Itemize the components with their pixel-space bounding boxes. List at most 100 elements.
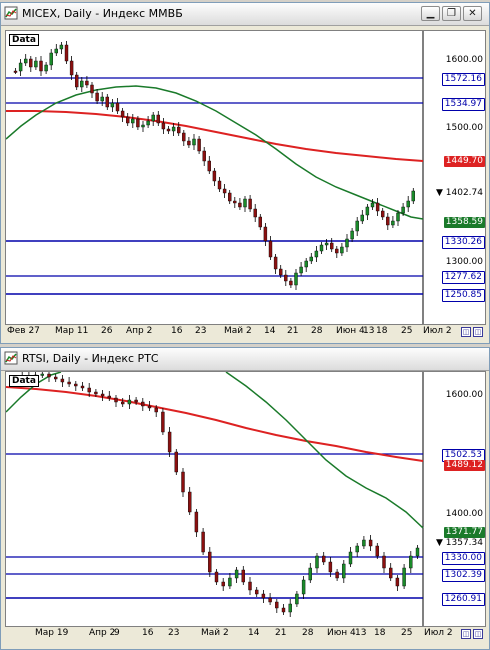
candle-body bbox=[342, 563, 346, 579]
candle-body bbox=[355, 220, 359, 232]
restore-button[interactable]: ❐ bbox=[442, 6, 461, 21]
candle-body bbox=[241, 569, 246, 583]
candle-body bbox=[18, 62, 23, 72]
x-tick: 26 bbox=[101, 326, 113, 336]
x-tick: 28 bbox=[302, 628, 314, 638]
minimize-button[interactable]: ▁ bbox=[421, 6, 440, 21]
candle-body bbox=[273, 256, 278, 270]
candle-body bbox=[74, 383, 78, 387]
candle-body bbox=[201, 531, 205, 553]
candle-body bbox=[299, 266, 303, 274]
candle-body bbox=[174, 451, 179, 473]
candle-body bbox=[233, 200, 237, 204]
candle-body bbox=[80, 80, 84, 88]
rtsi-titlebar[interactable]: RTSI, Daily - Индекс РТС bbox=[1, 348, 489, 371]
candle-body bbox=[192, 138, 196, 146]
candle-body bbox=[415, 547, 420, 557]
candle-body bbox=[95, 92, 99, 102]
candle-body bbox=[409, 555, 413, 569]
micex-candlesticks bbox=[13, 41, 415, 290]
x-tick: Июн 4 bbox=[336, 326, 365, 336]
candle-body bbox=[171, 126, 176, 132]
candle-body bbox=[324, 242, 329, 246]
candle-body bbox=[110, 102, 115, 108]
candle-body bbox=[39, 60, 43, 72]
candle-body bbox=[207, 160, 212, 172]
price-tick: 1500.00 bbox=[445, 123, 483, 133]
candle-body bbox=[54, 48, 58, 54]
x-tick: 18 bbox=[374, 628, 386, 638]
candle-body bbox=[64, 44, 69, 62]
price-badge-1358: 1358.59 bbox=[443, 217, 485, 228]
candle-body bbox=[396, 212, 400, 222]
candle-body bbox=[304, 260, 308, 268]
micex-titlebar[interactable]: MICEX, Daily - Индекс ММВБ ▁ ❐ ✕ bbox=[1, 3, 489, 26]
price-badge-1449: 1449.70 bbox=[443, 156, 485, 167]
candle-body bbox=[154, 407, 158, 413]
candle-body bbox=[365, 206, 370, 216]
x-tick: 25 bbox=[401, 628, 413, 638]
close-button[interactable]: ✕ bbox=[463, 6, 482, 21]
price-badge-1260: 1260.91 bbox=[441, 593, 485, 606]
candle-body bbox=[100, 96, 104, 102]
x-tick: 23 bbox=[168, 628, 180, 638]
scroll-left-button[interactable]: ◫ bbox=[461, 629, 471, 639]
candle-body bbox=[146, 120, 150, 126]
candle-body bbox=[49, 52, 53, 66]
current-price-badge: ▼ 1402.74 bbox=[433, 188, 485, 199]
candle-body bbox=[288, 603, 292, 613]
candle-body bbox=[350, 230, 354, 240]
data-label: Data bbox=[9, 34, 39, 46]
candle-body bbox=[389, 567, 393, 579]
candle-body bbox=[253, 208, 257, 218]
candle-body bbox=[47, 373, 51, 378]
price-badge-1250: 1250.85 bbox=[441, 289, 485, 302]
candle-body bbox=[279, 268, 283, 276]
candle-body bbox=[214, 571, 219, 583]
rtsi-price-chart bbox=[6, 372, 424, 626]
candle-body bbox=[107, 395, 112, 399]
candle-body bbox=[134, 399, 138, 403]
candle-body bbox=[234, 569, 239, 579]
micex-plot-area[interactable]: Data 1600.00 1500.00 1300.00 1572.16 153… bbox=[5, 30, 486, 325]
candle-body bbox=[248, 198, 252, 210]
candle-body bbox=[194, 511, 199, 533]
candle-body bbox=[275, 601, 279, 609]
rtsi-candlesticks bbox=[13, 372, 420, 617]
x-tick: Май 2 bbox=[224, 326, 252, 336]
candle-body bbox=[217, 180, 222, 190]
candle-body bbox=[258, 216, 263, 228]
x-tick: 13 bbox=[363, 326, 375, 336]
candle-body bbox=[227, 192, 232, 202]
micex-chart-window: MICEX, Daily - Индекс ММВБ ▁ ❐ ✕ Data 16… bbox=[0, 2, 490, 344]
scroll-left-button[interactable]: ◫ bbox=[461, 327, 471, 337]
candle-body bbox=[348, 551, 353, 565]
rtsi-window-title: RTSI, Daily - Индекс РТС bbox=[22, 352, 159, 365]
candle-body bbox=[182, 132, 186, 142]
red-moving-average bbox=[6, 110, 424, 162]
candle-body bbox=[67, 381, 71, 385]
price-badge-1489: 1489.12 bbox=[443, 460, 485, 471]
candle-body bbox=[254, 589, 259, 595]
candle-body bbox=[319, 244, 324, 252]
candle-body bbox=[167, 431, 172, 453]
candle-body bbox=[125, 116, 130, 124]
x-tick: 14 bbox=[264, 326, 276, 336]
candle-body bbox=[34, 60, 38, 68]
scroll-right-button[interactable]: ◫ bbox=[473, 629, 483, 639]
x-tick: 16 bbox=[142, 628, 154, 638]
price-badge-1277: 1277.62 bbox=[441, 271, 485, 284]
rtsi-plot-area[interactable]: Data 1600.00 1400.00 1502.53 1489.12 137… bbox=[5, 371, 486, 627]
candle-body bbox=[40, 373, 44, 376]
candle-body bbox=[59, 44, 64, 50]
scroll-right-button[interactable]: ◫ bbox=[473, 327, 483, 337]
candle-body bbox=[330, 242, 334, 250]
candle-body bbox=[44, 64, 48, 72]
candle-body bbox=[80, 385, 85, 389]
micex-price-chart bbox=[6, 31, 424, 324]
candle-body bbox=[248, 581, 252, 591]
candle-body bbox=[284, 274, 288, 282]
candle-body bbox=[197, 138, 201, 152]
candle-body bbox=[181, 471, 185, 493]
candle-body bbox=[87, 387, 91, 393]
